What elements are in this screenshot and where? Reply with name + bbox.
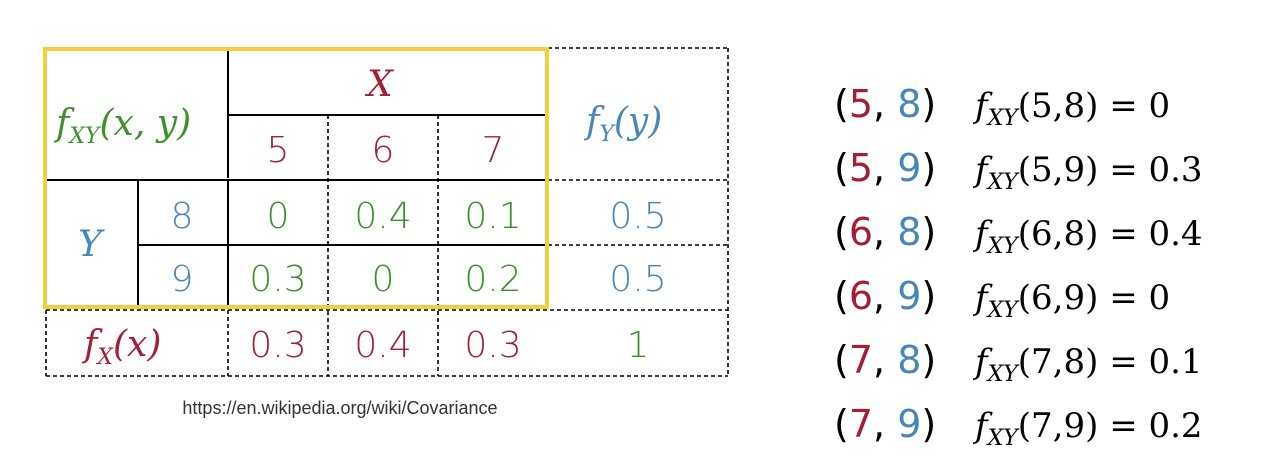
fxy-header: fXY(x, y) <box>53 103 191 149</box>
cell-6-8: 0.4 <box>354 196 411 237</box>
pair-row: (6, 8) fXY(6,8) = 0.4 <box>834 210 1203 259</box>
fy-value-8: 0.5 <box>609 196 666 237</box>
pair-coordinate: (5, 8) <box>834 82 936 126</box>
pair-row: (5, 9) fXY(5,9) = 0.3 <box>834 146 1203 195</box>
fy-value-9: 0.5 <box>609 259 666 300</box>
pair-coordinate: (7, 8) <box>834 338 936 382</box>
y-value-9: 9 <box>171 259 194 300</box>
fx-value-7: 0.3 <box>464 325 521 366</box>
x-value-6: 6 <box>372 130 395 171</box>
y-value-8: 8 <box>171 196 194 237</box>
pair-coordinate: (6, 8) <box>834 210 936 254</box>
pair-probability: fXY(7,9) = 0.2 <box>972 406 1203 451</box>
pair-coordinate: (6, 9) <box>834 274 936 318</box>
source-caption: https://en.wikipedia.org/wiki/Covariance <box>182 398 497 418</box>
cell-6-9: 0 <box>372 259 395 300</box>
x-value-7: 7 <box>482 130 505 171</box>
pair-row: (7, 8) fXY(7,8) = 0.1 <box>834 338 1203 387</box>
pair-row: (6, 9) fXY(6,9) = 0 <box>834 274 1170 323</box>
table-grid <box>45 47 729 377</box>
fy-header: fY(y) <box>583 101 662 147</box>
pair-probability: fXY(5,8) = 0 <box>972 86 1170 131</box>
pair-row: (5, 8) fXY(5,8) = 0 <box>834 82 1170 131</box>
pair-probability: fXY(5,9) = 0.3 <box>972 150 1203 195</box>
cell-7-9: 0.2 <box>464 259 521 300</box>
pair-probability: fXY(6,8) = 0.4 <box>972 214 1203 259</box>
y-variable-label: Y <box>78 224 105 265</box>
pair-probability: fXY(6,9) = 0 <box>972 278 1170 323</box>
total-value: 1 <box>627 325 650 366</box>
cell-5-8: 0 <box>267 196 290 237</box>
pair-list: (5, 8) fXY(5,8) = 0 (5, 9) fXY(5,9) = 0.3 (6… <box>834 82 1203 451</box>
pair-coordinate: (7, 9) <box>834 402 936 446</box>
pair-probability: fXY(7,8) = 0.1 <box>972 342 1203 387</box>
fx-label: fX(x) <box>81 324 161 370</box>
x-variable-label: X <box>364 64 394 105</box>
cell-5-9: 0.3 <box>249 259 306 300</box>
fx-value-5: 0.3 <box>249 325 306 366</box>
x-value-5: 5 <box>267 130 290 171</box>
fx-value-6: 0.4 <box>354 325 411 366</box>
pair-row: (7, 9) fXY(7,9) = 0.2 <box>834 402 1203 451</box>
pair-coordinate: (5, 9) <box>834 146 936 190</box>
joint-table-highlight <box>43 47 549 309</box>
cell-7-8: 0.1 <box>464 196 521 237</box>
